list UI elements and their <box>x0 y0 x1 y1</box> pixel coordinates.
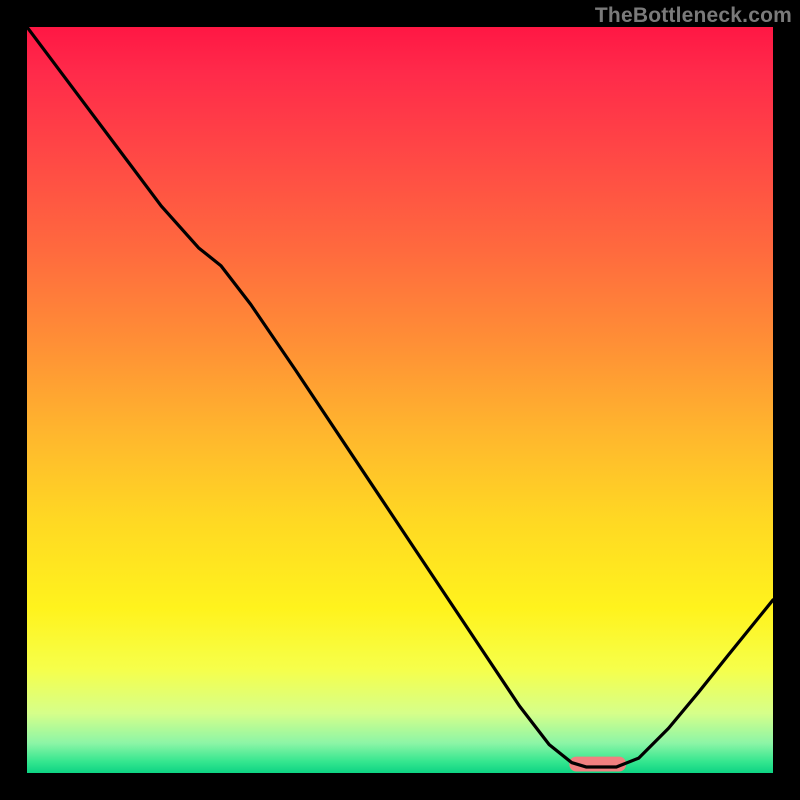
gradient-background <box>27 27 773 773</box>
chart-container: { "meta": { "watermark_text": "TheBottle… <box>0 0 800 800</box>
bottleneck-curve-chart <box>0 0 800 800</box>
watermark-text: TheBottleneck.com <box>595 4 792 28</box>
